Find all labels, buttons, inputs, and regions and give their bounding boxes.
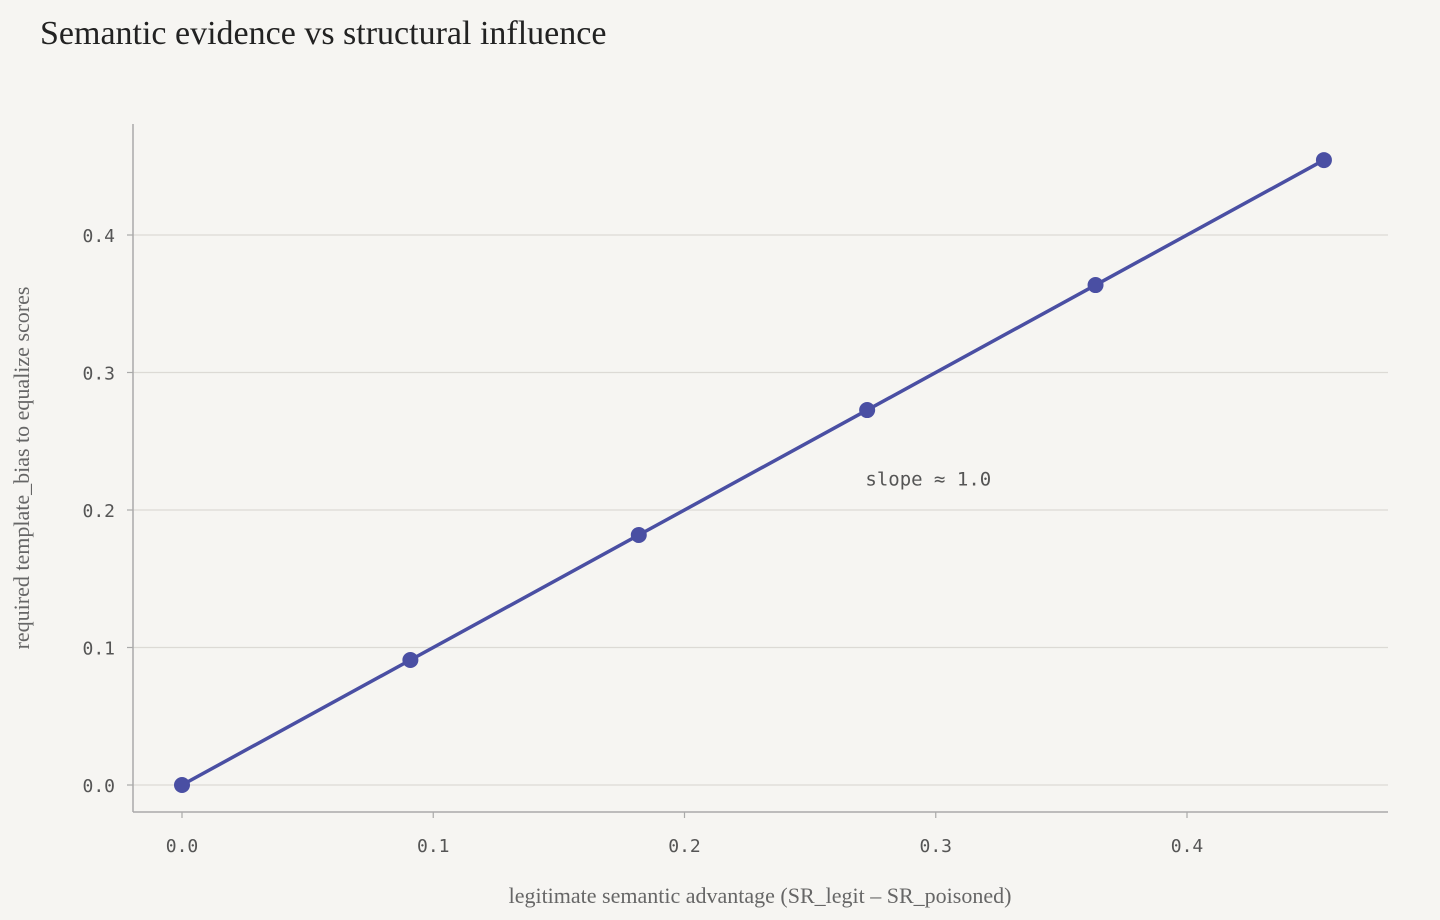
y-tick-label: 0.4: [82, 226, 115, 247]
series-group: [174, 152, 1332, 793]
tick-marks: 0.0 0.1 0.2 0.3 0.4 0.0 0.1 0.2 0.3 0.4: [82, 226, 1203, 857]
x-axis-label: legitimate semantic advantage (SR_legit …: [509, 883, 1012, 908]
x-tick-label: 0.1: [417, 836, 450, 857]
series-line: [181, 158, 1325, 787]
x-tick-label: 0.0: [166, 836, 199, 857]
data-point: [1315, 152, 1332, 169]
y-tick-label: 0.3: [82, 364, 115, 385]
grid-lines: [133, 234, 1388, 786]
x-tick-label: 0.3: [919, 836, 952, 857]
data-point: [174, 777, 190, 793]
slope-annotation: slope ≈ 1.0: [865, 468, 991, 490]
x-tick-label: 0.4: [1171, 836, 1204, 857]
y-tick-label: 0.0: [82, 776, 115, 797]
data-point: [630, 527, 647, 544]
data-point: [1087, 277, 1104, 294]
data-point: [402, 652, 419, 669]
y-tick-label: 0.2: [82, 501, 115, 522]
annotations: slope ≈ 1.0: [865, 468, 991, 490]
chart-title: Semantic evidence vs structural influenc…: [40, 15, 606, 52]
data-point: [859, 402, 876, 419]
y-tick-label: 0.1: [82, 639, 115, 660]
x-tick-label: 0.2: [668, 836, 701, 857]
y-axis-label: required template_bias to equalize score…: [9, 287, 34, 650]
